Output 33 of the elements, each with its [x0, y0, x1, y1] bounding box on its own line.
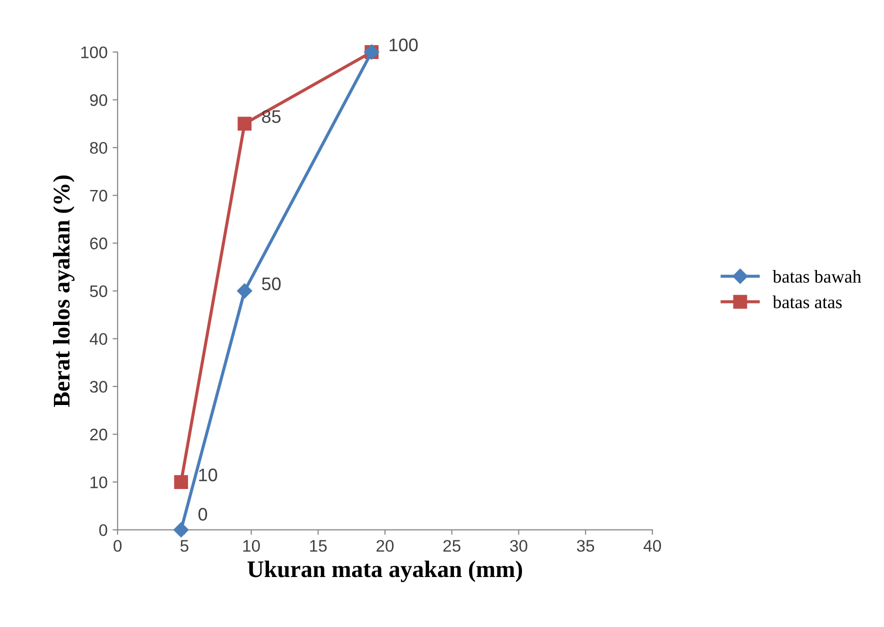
x-tick-label: 10 — [243, 540, 260, 552]
y-axis-title: Berat lolos ayakan (%) — [53, 176, 74, 407]
x-axis-title: Ukuran mata ayakan (mm) — [248, 560, 522, 582]
y-tick-label: 70 — [90, 190, 108, 202]
point — [174, 475, 188, 489]
y-tick-label: 30 — [90, 380, 108, 393]
point — [174, 522, 189, 538]
y-tick-label: 40 — [90, 333, 108, 345]
y-tick-label: 10 — [90, 476, 108, 488]
data-label: 10 — [199, 468, 218, 482]
x-tick-label: 15 — [310, 540, 327, 552]
data-label: 50 — [262, 277, 281, 290]
data-label: 100 — [390, 38, 418, 52]
data-label: 85 — [262, 110, 281, 123]
x-tick-label: 30 — [510, 540, 528, 552]
legend-label: batas atas — [772, 296, 842, 308]
y-tick-label: 60 — [90, 238, 108, 250]
x-tick-label: 0 — [114, 540, 122, 552]
y-tick-label: 80 — [90, 142, 108, 154]
y-tick-label: 100 — [81, 46, 108, 58]
y-tick-label: 50 — [90, 285, 108, 298]
x-tick-label: 25 — [443, 540, 460, 552]
x-tick-label: 35 — [576, 540, 594, 552]
point — [238, 116, 252, 131]
data-label: 0 — [198, 508, 208, 521]
legend-label: batas bawah — [772, 270, 862, 283]
x-tick-label: 40 — [644, 540, 662, 552]
y-tick-label: 0 — [99, 524, 108, 536]
point — [237, 283, 252, 298]
x-tick-label: 20 — [376, 540, 394, 552]
x-tick-label: 5 — [180, 540, 188, 552]
y-tick-label: 20 — [90, 428, 108, 440]
y-tick-label: 90 — [90, 94, 108, 106]
